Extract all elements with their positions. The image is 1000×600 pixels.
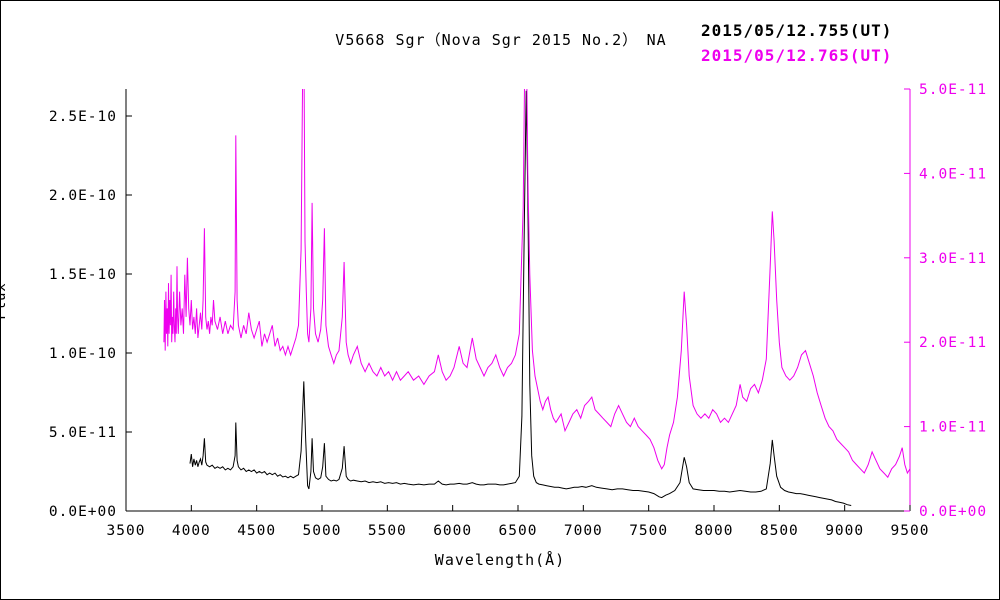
spectrum-line-black bbox=[189, 90, 852, 506]
x-tick-label: 7500 bbox=[629, 523, 668, 539]
x-axis-title: Wavelength(Å) bbox=[434, 551, 566, 569]
x-tick-label: 9500 bbox=[891, 523, 930, 539]
right-tick-label: 3.0E-11 bbox=[919, 251, 987, 267]
x-tick-label: 4500 bbox=[237, 523, 276, 539]
x-tick-label: 5000 bbox=[303, 523, 342, 539]
x-tick-label: 4000 bbox=[172, 523, 211, 539]
x-tick-label: 6500 bbox=[499, 523, 538, 539]
x-tick-label: 8500 bbox=[760, 523, 799, 539]
left-tick-label: 5.0E-11 bbox=[49, 425, 117, 441]
left-tick-label: 0.0E+00 bbox=[49, 504, 117, 520]
right-tick-label: 1.0E-11 bbox=[919, 420, 987, 436]
x-tick-label: 6000 bbox=[433, 523, 472, 539]
x-tick-label: 3500 bbox=[107, 523, 146, 539]
x-tick-label: 8000 bbox=[695, 523, 734, 539]
chart-title: V5668 Sgr（Nova Sgr 2015 No.2） NA bbox=[335, 31, 667, 49]
left-tick-label: 2.5E-10 bbox=[49, 109, 117, 125]
right-tick-label: 5.0E-11 bbox=[919, 82, 987, 98]
spectrum-line-magenta bbox=[163, 89, 910, 479]
x-tick-label: 5500 bbox=[368, 523, 407, 539]
left-tick-label: 1.5E-10 bbox=[49, 267, 117, 283]
right-tick-label: 2.0E-11 bbox=[919, 335, 987, 351]
x-tick-label: 9000 bbox=[825, 523, 864, 539]
right-tick-label: 4.0E-11 bbox=[919, 166, 987, 182]
series-annotation-black-date: 2015/05/12.755(UT) bbox=[701, 21, 893, 40]
x-tick-label: 7000 bbox=[564, 523, 603, 539]
left-tick-label: 2.0E-10 bbox=[49, 188, 117, 204]
right-tick-label: 0.0E+00 bbox=[919, 504, 987, 520]
left-tick-label: 1.0E-10 bbox=[49, 346, 117, 362]
series-annotation-magenta-date: 2015/05/12.765(UT) bbox=[701, 46, 893, 65]
